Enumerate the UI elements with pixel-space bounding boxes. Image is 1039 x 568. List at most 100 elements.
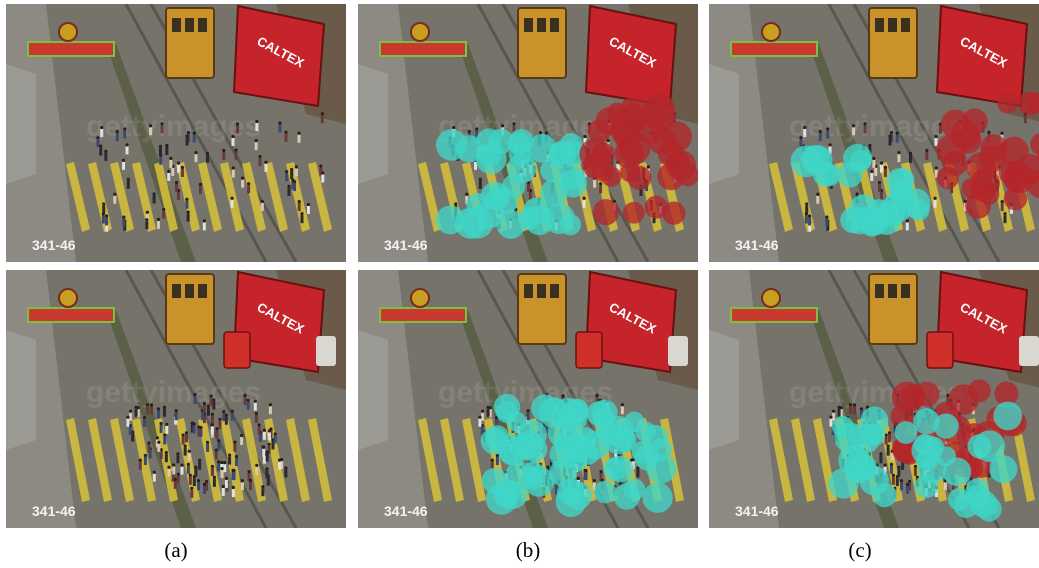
cyan-group-blob [916, 448, 939, 472]
pedestrian [248, 481, 252, 490]
banner-emblem [58, 288, 78, 308]
pedestrian-head [235, 122, 240, 126]
pedestrian [160, 125, 164, 134]
pedestrian [804, 215, 808, 224]
pedestrian [478, 418, 482, 427]
red-group-blob [978, 144, 1007, 173]
pedestrian-head [159, 448, 163, 452]
pedestrian-head [115, 130, 119, 134]
pedestrian [258, 433, 262, 442]
pedestrian [199, 428, 203, 437]
pedestrian-head [96, 136, 100, 140]
pedestrian-head [202, 482, 207, 486]
cyan-group-blob [613, 483, 641, 510]
pedestrian-head [164, 451, 168, 455]
pedestrian-head [181, 433, 185, 437]
pedestrian-head [582, 196, 586, 200]
cyan-group-blob [646, 453, 677, 484]
pedestrian-head [805, 202, 809, 206]
pedestrian [883, 169, 887, 178]
pedestrian-head [933, 196, 937, 200]
pedestrian [264, 163, 268, 172]
cyan-group-blob [850, 454, 877, 481]
pedestrian [134, 408, 138, 417]
pedestrian-head [162, 207, 166, 211]
pedestrian-head [145, 218, 149, 222]
sidewalk-left [358, 270, 428, 528]
pedestrian-head [1000, 131, 1004, 135]
pedestrian [870, 172, 874, 181]
cyan-group-blob [603, 457, 627, 481]
pedestrian [123, 222, 127, 231]
pedestrian-head [265, 467, 269, 471]
pedestrian [934, 169, 938, 178]
pedestrian-head [122, 215, 126, 219]
pedestrian-head [278, 121, 282, 125]
pedestrian-head [925, 148, 929, 153]
cyan-group-blob [586, 401, 612, 427]
pedestrian [102, 205, 106, 214]
pedestrian [285, 173, 289, 182]
pedestrian-head [125, 143, 129, 147]
pedestrian [269, 430, 273, 439]
pedestrian [234, 151, 238, 160]
pedestrian-head [113, 192, 117, 196]
tram-window [198, 18, 207, 32]
pedestrian [1000, 203, 1004, 212]
tram-window [524, 18, 533, 32]
pedestrian-head [143, 453, 148, 458]
pedestrian [210, 426, 214, 435]
tram-window [888, 284, 897, 298]
pedestrian-head [186, 210, 190, 214]
tram-track [476, 4, 620, 262]
pedestrian-head [218, 417, 222, 421]
crosswalk-stripe [198, 418, 222, 502]
red-group-blob [601, 166, 622, 187]
cyan-group-blob [913, 408, 940, 435]
cyan-group-blob [933, 413, 959, 439]
pedestrian-head [172, 463, 176, 467]
pedestrian [1023, 115, 1027, 124]
pedestrian-head [831, 409, 836, 413]
pedestrian [887, 434, 891, 443]
pedestrian-head [480, 424, 484, 428]
red-group-blob [662, 201, 686, 225]
tram-window [875, 284, 884, 298]
pedestrian [859, 410, 863, 419]
red-group-blob [622, 201, 645, 224]
pedestrian-head [897, 465, 901, 469]
timestamp-label: 341-46 [32, 503, 76, 519]
tram-window [524, 284, 533, 298]
pedestrian-head [217, 439, 221, 443]
white-car [1019, 336, 1039, 366]
pedestrian [943, 482, 947, 491]
pedestrian [210, 467, 214, 476]
cyan-group-blob [559, 133, 583, 157]
pedestrian [164, 454, 168, 463]
pedestrian-head [190, 486, 194, 490]
pedestrian-head [851, 124, 856, 128]
pedestrian-head [306, 202, 311, 207]
banner-sign [27, 41, 115, 57]
pedestrian [837, 408, 841, 417]
tram-window [901, 284, 910, 298]
cyan-group-blob [942, 457, 972, 487]
pedestrian-head [480, 409, 485, 413]
pedestrian-head [138, 458, 142, 462]
pedestrian [231, 137, 235, 146]
tram-track [827, 4, 971, 262]
red-group-blob [997, 92, 1019, 114]
caption-c: (c) [848, 538, 872, 562]
pedestrian-head [264, 160, 268, 164]
pedestrian [863, 125, 867, 134]
pedestrian-head [262, 445, 266, 449]
pedestrian-head [231, 468, 235, 472]
pedestrian [105, 217, 109, 226]
pedestrian [113, 195, 117, 204]
pedestrian [278, 461, 282, 470]
pedestrian [206, 443, 210, 452]
pedestrian [142, 418, 146, 427]
pedestrian [126, 418, 130, 427]
pedestrian [480, 427, 484, 436]
